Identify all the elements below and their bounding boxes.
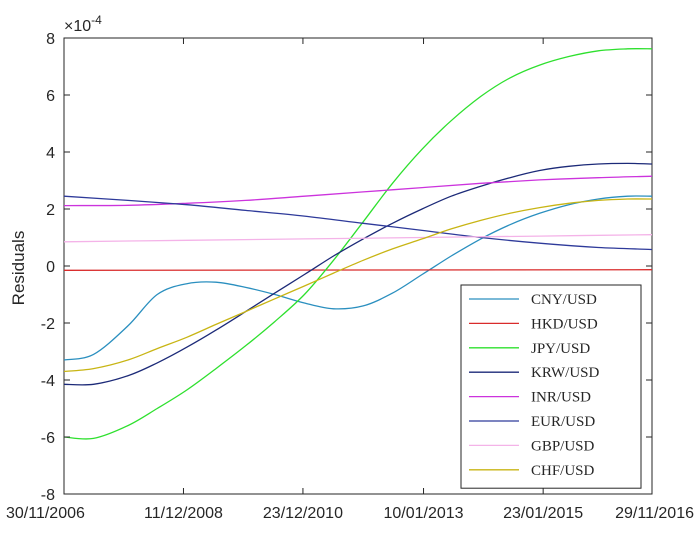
legend-label-jpy-usd: JPY/USD [531, 341, 590, 357]
legend: CNY/USD HKD/USD JPY/USD KRW/USD INR/USD EUR/U… [460, 284, 642, 489]
x-tick-label: 10/01/2013 [383, 505, 463, 522]
y-tick-label: -2 [41, 316, 55, 333]
y-tick-label: 2 [46, 202, 55, 219]
axis-ticks: 8 6 4 2 0 -2 -4 -6 -830/11/2006 11/12/2008 23/12/2… [6, 31, 694, 522]
y-exponent-label: ×10-4 [64, 13, 102, 35]
y-tick-label: -8 [41, 487, 55, 504]
y-exponent-power: -4 [91, 13, 102, 27]
legend-label-cny-usd: CNY/USD [531, 292, 597, 308]
series-line-cny-usd [63, 195, 653, 361]
y-axis-label: Residuals [9, 231, 28, 306]
series-line-krw-usd [63, 162, 653, 386]
series-line-jpy-usd [63, 48, 653, 440]
y-exponent-base: ×10 [64, 18, 91, 35]
x-tick-label: 23/01/2015 [503, 505, 583, 522]
x-tick-label: 23/12/2010 [263, 505, 343, 522]
series-line-eur-usd [63, 195, 653, 251]
legend-label-hkd-usd: HKD/USD [531, 316, 598, 332]
x-tick-label: 29/11/2016 [615, 505, 694, 522]
y-tick-label: -6 [41, 430, 55, 447]
legend-label-chf-usd: CHF/USD [531, 463, 595, 479]
y-tick-label: 0 [46, 259, 55, 276]
series-line-chf-usd [63, 198, 653, 373]
series-lines [63, 48, 653, 440]
series-line-gbp-usd [63, 234, 653, 243]
y-tick-label: 8 [46, 31, 55, 48]
legend-label-krw-usd: KRW/USD [531, 365, 600, 381]
legend-label-eur-usd: EUR/USD [531, 414, 595, 430]
series-line-hkd-usd [63, 269, 653, 271]
x-tick-label: 30/11/2006 [6, 505, 85, 522]
y-tick-label: 6 [46, 88, 55, 105]
x-tick-label: 11/12/2008 [144, 505, 223, 522]
y-tick-label: -4 [41, 373, 55, 390]
y-tick-label: 4 [46, 145, 55, 162]
legend-box [460, 284, 642, 489]
legend-label-inr-usd: INR/USD [531, 390, 591, 406]
legend-label-gbp-usd: GBP/USD [531, 438, 595, 454]
